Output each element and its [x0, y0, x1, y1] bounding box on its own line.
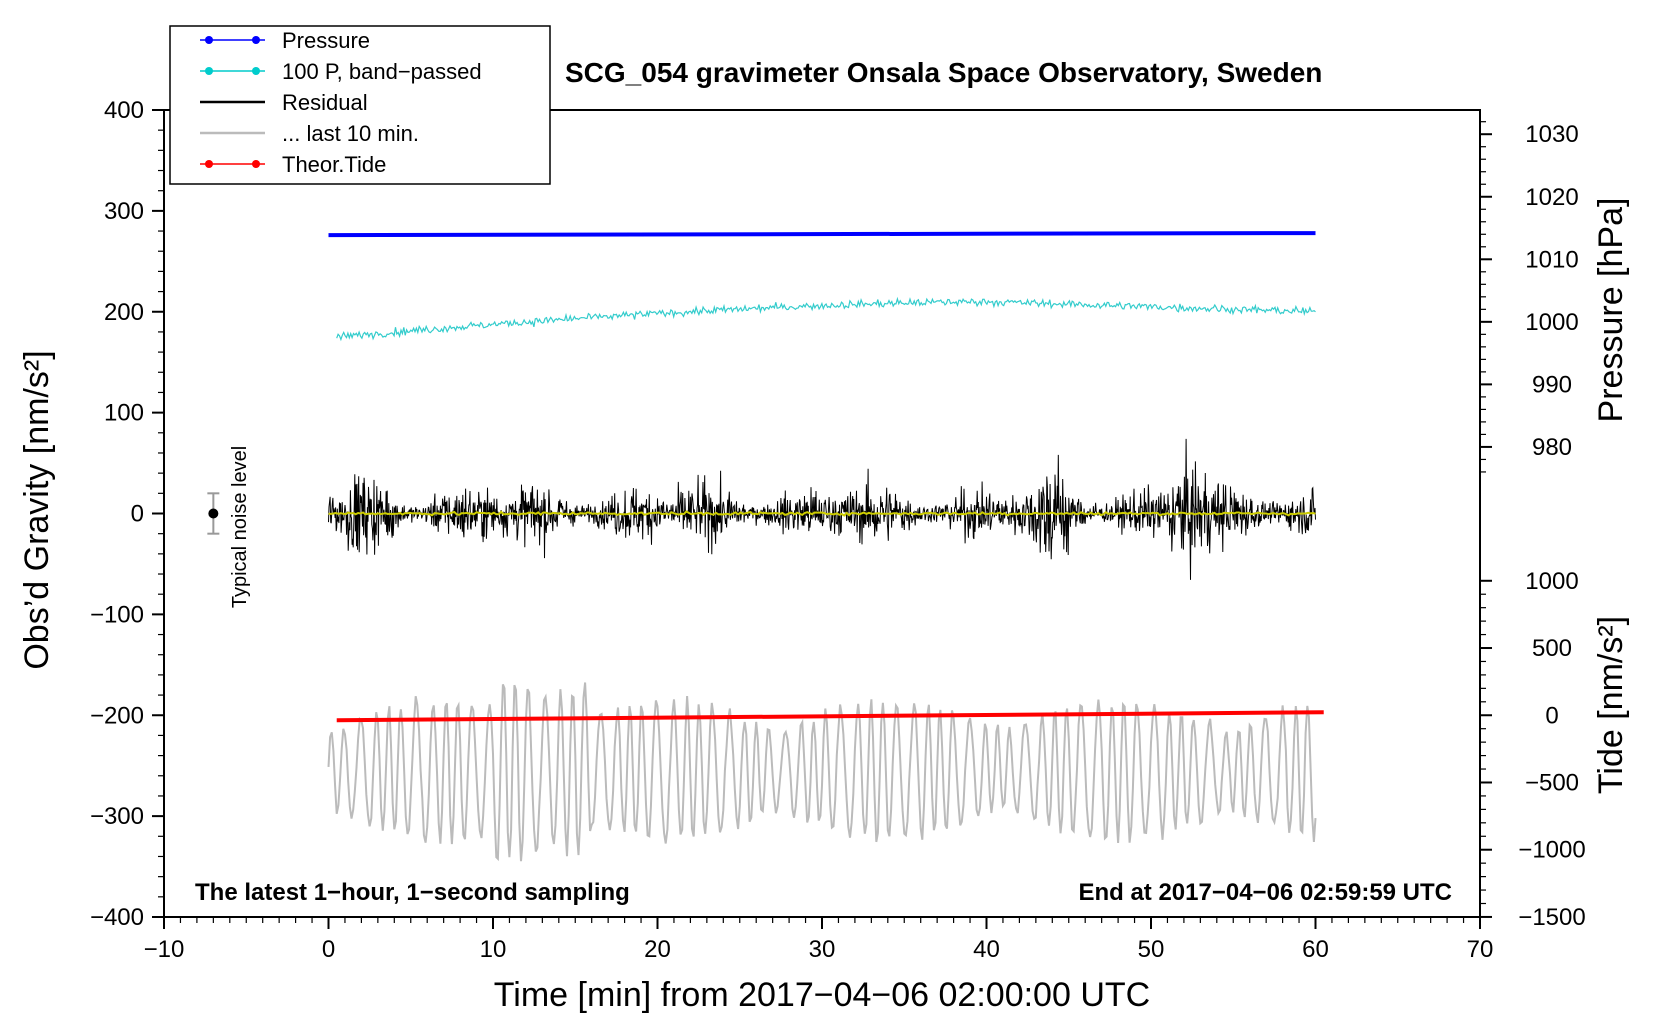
legend-box [169, 25, 551, 185]
y-pressure-tick-label: 1030 [1525, 121, 1578, 148]
y-left-tick-label: −100 [90, 601, 144, 628]
noise-indicator: Typical noise level [207, 446, 251, 608]
series-layer [327, 231, 1324, 862]
y-axis-pressure-title: Pressure [hPa] [1592, 198, 1630, 423]
series-pressure-line [328, 231, 1316, 238]
y-tide-tick-label: 1000 [1525, 568, 1578, 595]
y-axis-left-ticks: −400 −300 −200 −100 0 100 200 300 400 [90, 97, 164, 931]
y-pressure-tick-label: 1020 [1525, 184, 1578, 211]
legend-swatch-marker [205, 36, 213, 44]
y-left-tick-label: 400 [104, 97, 144, 124]
y-left-tick-label: 300 [104, 198, 144, 225]
y-tide-tick-label: −500 [1525, 769, 1579, 796]
y-tide-tick-label: 500 [1532, 635, 1572, 662]
y-left-tick-label: 100 [104, 400, 144, 427]
x-tick-label: 70 [1467, 936, 1494, 963]
legend-swatch-marker [252, 36, 260, 44]
y-axis-tide-title: Tide [nm/s²] [1592, 616, 1630, 794]
legend-label: Pressure [282, 28, 370, 53]
series-residual-line [328, 438, 1316, 580]
y-tide-tick-label: −1500 [1518, 904, 1585, 931]
series-pressure-bandpassed-line [336, 296, 1316, 342]
x-tick-label: 0 [322, 936, 335, 963]
y-axis-left-title: Obs’d Gravity [nm/s²] [18, 350, 56, 669]
y-pressure-tick-label: 1000 [1525, 309, 1578, 336]
y-pressure-tick-label: 1010 [1525, 246, 1578, 273]
x-tick-label: 20 [644, 936, 671, 963]
x-axis-ticks: −10 0 10 20 30 40 50 60 70 [144, 917, 1494, 963]
y-axis-pressure-ticks: 980 990 1000 1010 1020 1030 [1480, 121, 1579, 473]
series-last10min-line [327, 682, 1317, 862]
x-tick-label: −10 [144, 936, 185, 963]
annotation-right: End at 2017−04−06 02:59:59 UTC [1078, 879, 1452, 906]
legend-swatch-marker [205, 160, 213, 168]
x-tick-label: 30 [809, 936, 836, 963]
series-residual-smoothed-line [328, 510, 1316, 517]
x-tick-label: 60 [1302, 936, 1329, 963]
legend-label: Residual [282, 90, 368, 115]
y-axis-tide-ticks: −1500 −1000 −500 0 500 1000 [1480, 568, 1586, 931]
x-tick-label: 10 [480, 936, 507, 963]
legend-label: Theor.Tide [282, 152, 386, 177]
y-left-tick-label: 0 [131, 501, 144, 528]
y-pressure-tick-label: 980 [1532, 434, 1572, 461]
legend: Pressure 100 P, band−passed Residual ... la… [169, 25, 551, 185]
y-tide-tick-label: 0 [1545, 702, 1558, 729]
y-left-tick-label: −200 [90, 702, 144, 729]
legend-swatch-marker [205, 67, 213, 75]
y-left-tick-label: 200 [104, 299, 144, 326]
y-tide-tick-label: −1000 [1518, 837, 1585, 864]
noise-point [208, 508, 219, 519]
series-tide-line [336, 710, 1324, 723]
annotation-left: The latest 1−hour, 1−second sampling [195, 879, 630, 906]
x-axis-title: Time [min] from 2017−04−06 02:00:00 UTC [494, 976, 1150, 1014]
noise-label: Typical noise level [229, 446, 251, 608]
y-pressure-tick-label: 990 [1532, 371, 1572, 398]
legend-label: 100 P, band−passed [282, 59, 482, 84]
legend-swatch-marker [252, 67, 260, 75]
legend-label: ... last 10 min. [282, 121, 419, 146]
legend-swatch-marker [252, 160, 260, 168]
chart-title: SCG_054 gravimeter Onsala Space Observat… [565, 57, 1322, 88]
x-tick-label: 40 [973, 936, 1000, 963]
y-left-tick-label: −400 [90, 904, 144, 931]
x-tick-label: 50 [1138, 936, 1165, 963]
y-left-tick-label: −300 [90, 803, 144, 830]
